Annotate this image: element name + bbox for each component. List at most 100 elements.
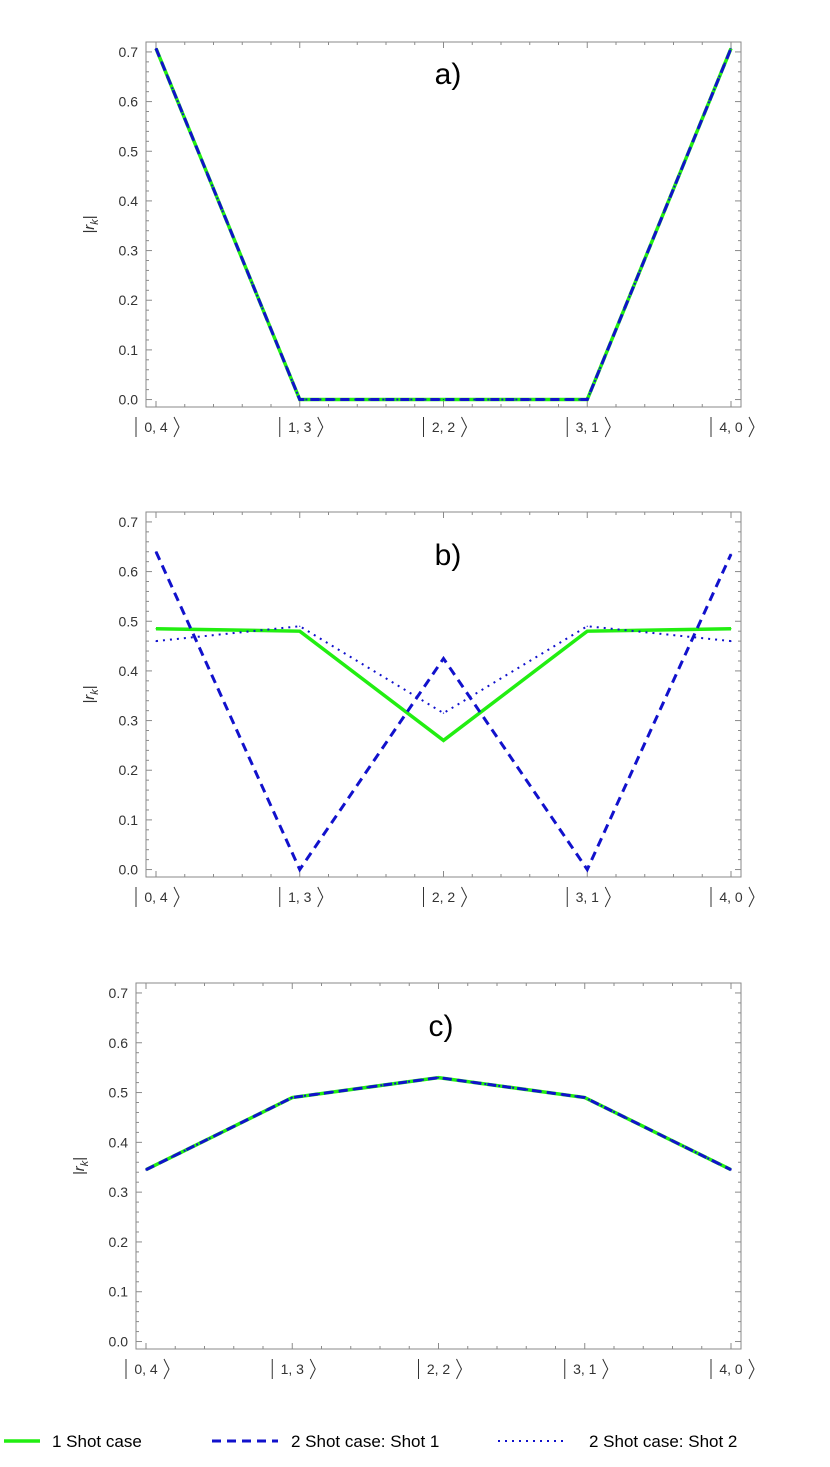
data-point bbox=[299, 398, 301, 401]
panel-c: 0.0 0.1 0.2 0.3 0.4 0.5 0.6 0.7 0, 4 1, 3 2, 2 3, 1… bbox=[71, 982, 755, 1380]
panel-label: c) bbox=[429, 1010, 454, 1043]
data-point bbox=[730, 640, 732, 642]
y-tick-label: 0.3 bbox=[119, 243, 139, 259]
data-point bbox=[437, 1077, 440, 1079]
y-tick-label: 0.7 bbox=[109, 985, 129, 1001]
y-axis-label: |rk| bbox=[81, 215, 101, 233]
data-point bbox=[291, 1096, 293, 1099]
y-tick-label: 0.0 bbox=[119, 862, 139, 878]
data-point bbox=[155, 47, 157, 50]
data-point bbox=[586, 630, 588, 632]
data-point bbox=[586, 868, 588, 871]
x-tick-label: 2, 2 bbox=[432, 419, 456, 435]
panel-a: 0.0 0.1 0.2 0.3 0.4 0.5 0.6 0.7 0, 4 1, 3 2, 2 3, 1… bbox=[81, 41, 755, 438]
y-tick-label: 0.3 bbox=[109, 1184, 129, 1200]
series-line-1 bbox=[145, 1075, 732, 1172]
x-tick-label: 4, 0 bbox=[719, 1361, 743, 1377]
series-line-3 bbox=[155, 625, 732, 715]
data-point bbox=[730, 47, 732, 50]
ket-angle bbox=[748, 886, 755, 908]
x-tick-label: 1, 3 bbox=[288, 419, 312, 435]
data-point bbox=[155, 551, 157, 553]
x-tick-label: 0, 4 bbox=[144, 419, 168, 435]
y-tick-label: 0.2 bbox=[119, 292, 139, 308]
y-tick-label: 0.6 bbox=[119, 564, 139, 580]
series-line-2 bbox=[154, 47, 733, 402]
x-tick-label: 4, 0 bbox=[719, 889, 743, 905]
x-tick-label: 4, 0 bbox=[719, 419, 743, 435]
y-tick-label: 0.0 bbox=[109, 1334, 129, 1350]
panel-label: a) bbox=[435, 58, 462, 91]
data-point bbox=[299, 630, 301, 632]
x-tick-label: 1, 3 bbox=[281, 1361, 305, 1377]
series-line-2 bbox=[145, 1076, 732, 1172]
x-tick-label: 2, 2 bbox=[432, 889, 456, 905]
y-tick-label: 0.4 bbox=[119, 193, 139, 209]
data-point bbox=[730, 553, 732, 555]
data-point bbox=[145, 1169, 147, 1171]
x-tick-label: 0, 4 bbox=[134, 1361, 158, 1377]
ket-angle bbox=[748, 416, 755, 438]
legend: 1 Shot case 2 Shot case: Shot 1 2 Shot c… bbox=[4, 1432, 737, 1451]
ket-angle bbox=[309, 1358, 316, 1380]
data-point bbox=[442, 657, 445, 660]
y-tick-label: 0.2 bbox=[109, 1234, 129, 1250]
y-tick-label: 0.4 bbox=[119, 663, 139, 679]
series-line-2 bbox=[154, 551, 733, 873]
y-tick-label: 0.1 bbox=[119, 812, 139, 828]
series-line-3 bbox=[155, 48, 732, 401]
ket-angle bbox=[604, 416, 611, 438]
ket-angle bbox=[604, 886, 611, 908]
panel-b: 0.0 0.1 0.2 0.3 0.4 0.5 0.6 0.7 0, 4 1, 3 2, 2 3, 1… bbox=[81, 511, 755, 908]
legend-label-2-shot-1: 2 Shot case: Shot 1 bbox=[291, 1432, 439, 1451]
ket-angle bbox=[461, 886, 468, 908]
ket-angle bbox=[163, 1358, 170, 1380]
y-tick-label: 0.1 bbox=[109, 1284, 129, 1300]
data-point bbox=[442, 739, 445, 742]
data-point bbox=[299, 868, 301, 871]
y-tick-label: 0.0 bbox=[119, 392, 139, 408]
legend-label-2-shot-2: 2 Shot case: Shot 2 bbox=[589, 1432, 737, 1451]
plot-frame bbox=[145, 41, 742, 408]
ket-angle bbox=[173, 416, 180, 438]
data-point bbox=[730, 1169, 732, 1171]
x-tick-label: 3, 1 bbox=[576, 419, 600, 435]
y-tick-label: 0.6 bbox=[109, 1035, 129, 1051]
y-tick-label: 0.7 bbox=[119, 44, 139, 60]
data-point bbox=[155, 640, 157, 642]
y-tick-label: 0.4 bbox=[109, 1134, 129, 1150]
y-tick-label: 0.6 bbox=[119, 94, 139, 110]
x-tick-label: 2, 2 bbox=[427, 1361, 451, 1377]
ket-angle bbox=[317, 416, 324, 438]
x-tick-label: 3, 1 bbox=[573, 1361, 597, 1377]
data-point bbox=[442, 712, 445, 714]
data-point bbox=[299, 625, 301, 627]
data-point bbox=[584, 1096, 586, 1099]
y-tick-label: 0.3 bbox=[119, 713, 139, 729]
y-tick-label: 0.5 bbox=[119, 613, 139, 629]
ket-angle bbox=[602, 1358, 609, 1380]
panel-label: b) bbox=[435, 539, 462, 572]
y-tick-label: 0.5 bbox=[119, 143, 139, 159]
x-tick-label: 1, 3 bbox=[288, 889, 312, 905]
ket-angle bbox=[317, 886, 324, 908]
ket-angle bbox=[173, 886, 180, 908]
y-axis-label: |rk| bbox=[81, 685, 101, 703]
ket-angle bbox=[748, 1358, 755, 1380]
y-tick-label: 0.7 bbox=[119, 514, 139, 530]
y-axis-label: |rk| bbox=[71, 1157, 91, 1175]
x-tick-label: 3, 1 bbox=[576, 889, 600, 905]
data-point bbox=[730, 628, 732, 630]
data-point bbox=[155, 628, 157, 630]
data-point bbox=[586, 625, 588, 627]
y-tick-label: 0.1 bbox=[119, 342, 139, 358]
x-tick-label: 0, 4 bbox=[144, 889, 168, 905]
legend-label-1-shot: 1 Shot case bbox=[52, 1432, 142, 1451]
data-point bbox=[586, 398, 588, 401]
panels: 0.0 0.1 0.2 0.3 0.4 0.5 0.6 0.7 0, 4 1, 3 2, 2 3, 1… bbox=[71, 41, 755, 1380]
ket-angle bbox=[456, 1358, 463, 1380]
y-tick-label: 0.2 bbox=[119, 762, 139, 778]
series-line-1 bbox=[155, 626, 732, 743]
ket-angle bbox=[461, 416, 468, 438]
